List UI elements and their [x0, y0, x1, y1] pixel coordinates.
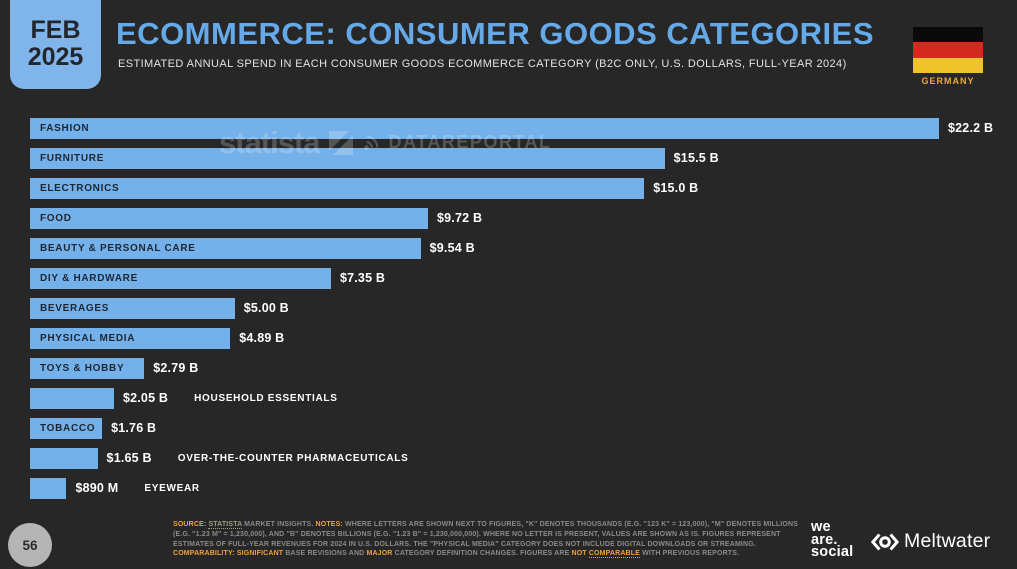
category-label: FURNITURE [40, 152, 105, 164]
bar-chart: FASHION $22.2 B FURNITURE $15.5 B ELECTRONIC… [30, 113, 993, 503]
bar-row-eyewear: $890 M EYEWEAR [30, 473, 993, 503]
value-label: $15.0 B [653, 181, 699, 195]
value-label: $4.89 B [239, 331, 285, 345]
bar-row-food: FOOD $9.72 B [30, 203, 993, 233]
was-line-social: social [811, 544, 854, 560]
page-number-badge: 56 [8, 523, 52, 567]
note-link: COMPARABLE [588, 550, 640, 559]
bar-row-furniture: FURNITURE $15.5 B [30, 143, 993, 173]
flag-stripe-black [913, 27, 983, 43]
bar-row-toys-hobby: TOYS & HOBBY $2.79 B [30, 353, 993, 383]
was-line-are: are. [811, 531, 838, 548]
note-segment: MARKET INSIGHTS. [242, 521, 316, 528]
note-segment: WHERE LETTERS ARE SHOWN NEXT TO FIGURES,… [173, 521, 799, 548]
page-title: ECOMMERCE: CONSUMER GOODS CATEGORIES [116, 16, 875, 51]
flag-stripe-red [913, 42, 983, 58]
note-segment: SIGNIFICANT [236, 550, 284, 558]
value-label: $7.35 B [339, 271, 386, 285]
bar-household-essentials [30, 387, 114, 409]
date-year: 2025 [27, 43, 84, 71]
bar-row-over-the-counter-pharmaceuticals: $1.65 B OVER-THE-COUNTER PHARMACEUTICALS [30, 443, 993, 473]
bar-row-fashion: FASHION $22.2 B [30, 113, 993, 143]
category-label: BEAUTY & PERSONAL CARE [40, 242, 196, 254]
category-label: OVER-THE-COUNTER PHARMACEUTICALS [177, 452, 409, 464]
date-month: FEB [30, 16, 81, 44]
date-badge: FEB 2025 [10, 0, 101, 89]
value-label: $2.05 B [122, 391, 169, 405]
bar-row-tobacco: TOBACCO $1.76 B [30, 413, 993, 443]
value-label: $1.65 B [106, 451, 152, 465]
bar-row-physical-media: PHYSICAL MEDIA $4.89 B [30, 323, 993, 353]
bar-toys-hobby: TOYS & HOBBY [30, 357, 145, 379]
value-label: $15.5 B [673, 151, 719, 165]
note-segment: NOT [571, 550, 589, 558]
category-label: DIY & HARDWARE [40, 272, 138, 284]
value-label: $1.76 B [111, 421, 157, 435]
bar-over-the-counter-pharmaceuticals [30, 447, 98, 469]
we-are-social-logo: we are. social [811, 519, 854, 560]
germany-flag-icon [913, 27, 983, 73]
note-segment: WITH PREVIOUS REPORTS. [639, 550, 740, 558]
page-subtitle: ESTIMATED ANNUAL SPEND IN EACH CONSUMER … [118, 58, 847, 70]
bar-electronics: ELECTRONICS [30, 177, 645, 199]
value-label: $5.00 B [243, 301, 289, 315]
category-label: EYEWEAR [144, 482, 200, 494]
value-label: $2.79 B [153, 361, 199, 375]
value-label: $22.2 B [948, 121, 994, 135]
bar-beverages: BEVERAGES [30, 297, 235, 319]
bar-food: FOOD [30, 207, 428, 229]
bar-tobacco: TOBACCO [30, 417, 103, 439]
bar-fashion: FASHION [30, 117, 939, 139]
note-segment: COMPARABILITY: [173, 550, 235, 558]
meltwater-icon [871, 533, 899, 550]
bar-diy-hardware: DIY & HARDWARE [30, 267, 331, 289]
category-label: FASHION [40, 122, 90, 134]
category-label: FOOD [40, 212, 72, 224]
note-segment: BASE REVISIONS AND [283, 550, 367, 558]
note-link[interactable]: STATISTA [208, 521, 243, 529]
category-label: TOBACCO [40, 422, 96, 434]
flag-stripe-gold [913, 57, 983, 73]
note-segment: CATEGORY DEFINITION CHANGES. FIGURES ARE [392, 550, 572, 558]
note-segment: MAJOR [366, 550, 393, 558]
note-segment: NOTES: [315, 521, 343, 528]
category-label: ELECTRONICS [40, 182, 120, 194]
value-label: $890 M [75, 481, 119, 495]
bar-row-household-essentials: $2.05 B HOUSEHOLD ESSENTIALS [30, 383, 993, 413]
note-segment: SOURCE: [173, 521, 207, 528]
bar-beauty-personal-care: BEAUTY & PERSONAL CARE [30, 237, 421, 259]
value-label: $9.54 B [429, 241, 475, 255]
category-label: BEVERAGES [40, 302, 110, 314]
value-label: $9.72 B [436, 211, 483, 225]
was-line-we: we [811, 519, 831, 535]
meltwater-logo: Meltwater [871, 530, 990, 553]
bar-row-electronics: ELECTRONICS $15.0 B [30, 173, 993, 203]
category-label: HOUSEHOLD ESSENTIALS [194, 392, 338, 404]
bar-row-beauty-personal-care: BEAUTY & PERSONAL CARE $9.54 B [30, 233, 993, 263]
category-label: PHYSICAL MEDIA [40, 332, 136, 344]
bar-physical-media: PHYSICAL MEDIA [30, 327, 231, 349]
category-label: TOYS & HOBBY [40, 362, 125, 374]
meltwater-wordmark: Meltwater [904, 530, 991, 552]
bar-furniture: FURNITURE [30, 147, 665, 169]
bar-row-diy-hardware: DIY & HARDWARE $7.35 B [30, 263, 993, 293]
country-label: GERMANY [921, 76, 975, 86]
source-notes: SOURCE: STATISTA MARKET INSIGHTS. NOTES:… [173, 520, 801, 559]
bar-row-beverages: BEVERAGES $5.00 B [30, 293, 993, 323]
bar-eyewear [30, 477, 67, 499]
